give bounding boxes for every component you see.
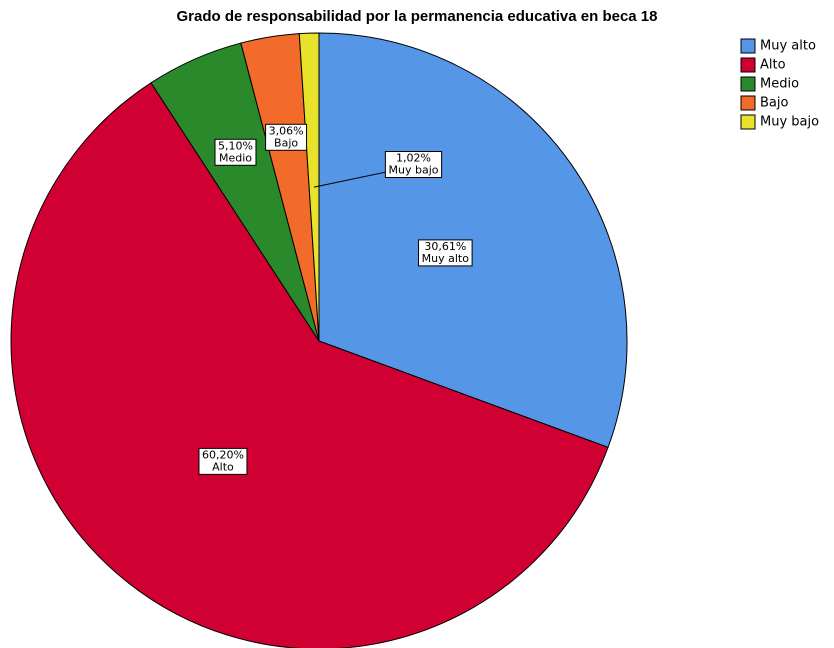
label-box xyxy=(418,239,473,267)
pie-slice xyxy=(298,32,320,342)
value-label: 5,10% xyxy=(218,139,253,152)
value-label: 1,02% xyxy=(396,152,431,165)
data-label: 5,10%Medio xyxy=(214,138,257,166)
legend-swatch xyxy=(740,38,756,54)
value-label: 30,61% xyxy=(424,240,466,253)
label-box xyxy=(198,447,248,475)
label-box xyxy=(384,151,443,179)
leader-line xyxy=(313,170,394,188)
data-label: 1,02%Muy bajo xyxy=(384,151,443,179)
value-label: 3,06% xyxy=(269,124,304,137)
pie-slice xyxy=(318,32,628,449)
data-label: 3,06%Bajo xyxy=(265,123,308,151)
legend-label: Bajo xyxy=(760,96,788,111)
category-label: Muy alto xyxy=(422,252,470,265)
legend-label: Medio xyxy=(760,77,799,92)
category-label: Bajo xyxy=(274,136,298,149)
legend-label: Alto xyxy=(760,58,786,73)
legend-swatch xyxy=(740,57,756,73)
label-box xyxy=(265,123,308,151)
legend-swatch xyxy=(740,76,756,92)
pie-slice xyxy=(10,82,609,648)
legend-swatch xyxy=(740,114,756,130)
data-label: 30,61%Muy alto xyxy=(418,239,473,267)
legend-label: Muy bajo xyxy=(760,115,819,130)
category-label: Muy bajo xyxy=(389,164,439,177)
category-label: Medio xyxy=(219,151,252,164)
legend-swatch xyxy=(740,95,756,111)
chart-title: Grado de responsabilidad por la permanen… xyxy=(176,8,657,25)
label-box xyxy=(214,138,257,166)
legend-label: Muy alto xyxy=(760,39,816,54)
value-label: 60,20% xyxy=(202,448,244,461)
data-label: 60,20%Alto xyxy=(198,447,248,475)
category-label: Alto xyxy=(212,460,234,473)
